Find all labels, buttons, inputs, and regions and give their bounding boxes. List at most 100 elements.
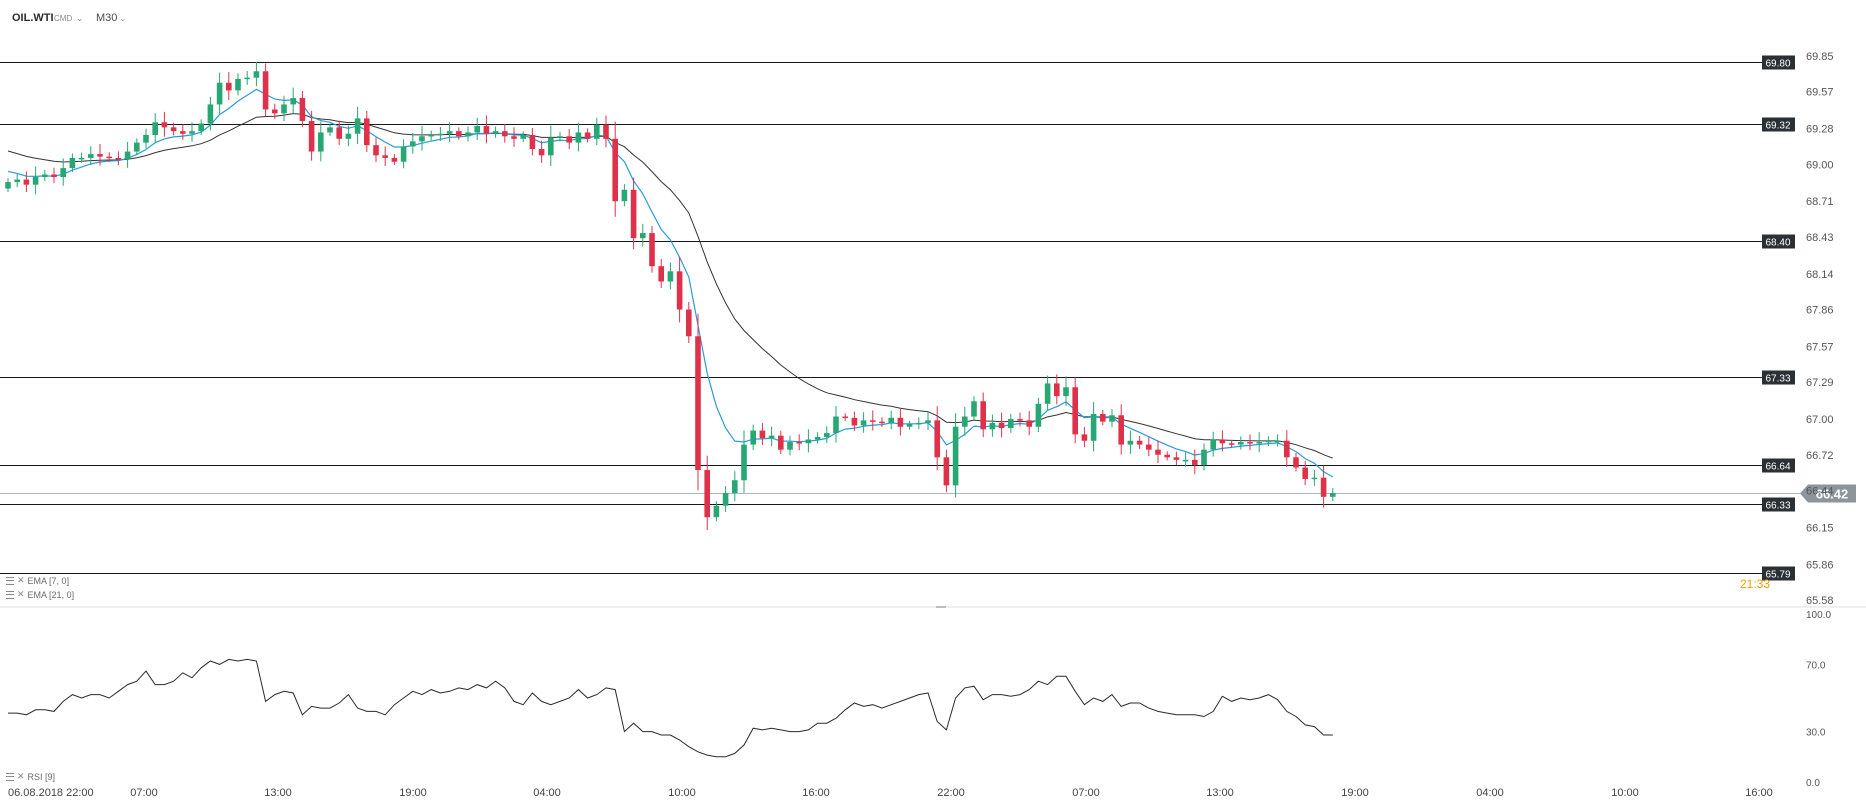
time-tick-label: 13:00 — [264, 787, 292, 799]
candle-body — [483, 126, 490, 134]
close-icon[interactable]: ✕ — [17, 589, 25, 599]
candle-body — [1201, 449, 1207, 465]
candle-body — [69, 157, 76, 169]
candle — [998, 412, 1005, 438]
candle — [566, 129, 572, 150]
candle — [584, 128, 591, 143]
candle — [980, 392, 986, 438]
candle-body — [354, 118, 361, 134]
level-tag — [1762, 458, 1795, 473]
candle-body — [971, 401, 977, 417]
candle-body — [1265, 440, 1272, 443]
candle — [1026, 410, 1032, 436]
candle-body — [989, 422, 996, 430]
candle — [860, 412, 867, 433]
symbol-label[interactable]: OIL.WTI — [12, 12, 54, 24]
close-icon[interactable]: ✕ — [17, 575, 25, 585]
candle-body — [1320, 477, 1327, 497]
candle-body — [189, 131, 195, 134]
candle — [198, 119, 204, 135]
candle — [888, 410, 894, 430]
market-label[interactable]: CMD — [54, 14, 73, 23]
time-axis: 06.08.2018 22:00 07:00 13:00 19:00 04:00 10:0… — [8, 787, 1773, 799]
candle-body — [934, 420, 940, 458]
rsi-line — [8, 658, 1333, 758]
candle-body — [1081, 434, 1088, 441]
candle-body — [345, 133, 352, 139]
candle-body — [207, 104, 214, 124]
time-tick-label: 16:00 — [1745, 787, 1773, 799]
candle — [649, 225, 655, 273]
candle-body — [778, 435, 784, 450]
candle — [1284, 430, 1290, 467]
candle — [1054, 374, 1060, 405]
close-icon[interactable]: ✕ — [17, 771, 25, 781]
candle — [759, 423, 766, 445]
candle-body — [732, 480, 738, 493]
candle-body — [336, 127, 342, 139]
candle — [281, 95, 287, 122]
candle-body — [42, 174, 48, 178]
candle — [354, 106, 361, 145]
indicator-ema7[interactable]: ✕ EMA [7, 0] — [6, 575, 69, 586]
candle-body — [897, 417, 904, 427]
time-tick-label: 07:00 — [130, 787, 158, 799]
indicator-rsi[interactable]: ✕ RSI [9] — [6, 771, 55, 782]
candle-body — [833, 416, 839, 434]
candle — [943, 449, 950, 493]
candle-body — [787, 442, 793, 450]
candle-body — [1302, 467, 1308, 479]
candle-body — [851, 417, 858, 426]
candle-body — [1182, 459, 1189, 462]
chevron-down-icon[interactable]: ⌄ — [119, 13, 127, 23]
candle-body — [198, 123, 204, 132]
candle — [658, 259, 664, 288]
candle-body — [888, 417, 894, 423]
candle — [612, 121, 618, 217]
rsi-tick-label: 30.0 — [1806, 728, 1826, 739]
price-tick-label: 69.28 — [1806, 124, 1834, 136]
candle-body — [115, 157, 122, 160]
candle — [1302, 460, 1308, 486]
indicator-rsi-label: RSI [9] — [27, 771, 56, 782]
candle — [971, 396, 977, 422]
price-tick-label: 68.14 — [1806, 269, 1834, 281]
candle — [1265, 436, 1272, 447]
candle-body — [244, 77, 250, 80]
candle-body — [5, 182, 11, 189]
indicator-ema21[interactable]: ✕ EMA [21, 0] — [6, 589, 74, 600]
candle-body — [1100, 413, 1106, 422]
time-tick-label: 22:00 — [937, 787, 965, 799]
candle — [14, 173, 20, 188]
candle — [925, 412, 931, 430]
candle-body — [235, 78, 241, 91]
candle-body — [134, 142, 140, 152]
chevron-down-icon[interactable]: ⌄ — [76, 13, 84, 23]
candle-body — [253, 71, 260, 78]
candle — [851, 411, 858, 432]
candle-body — [290, 98, 296, 105]
candle-body — [51, 174, 57, 178]
candle-body — [143, 134, 149, 143]
menu-icon[interactable] — [6, 576, 14, 585]
timeframe-label[interactable]: M30 — [96, 12, 118, 24]
candle — [1247, 434, 1253, 451]
candle — [1081, 427, 1088, 448]
candle — [115, 151, 122, 166]
candle — [336, 120, 342, 145]
candle — [952, 413, 959, 498]
candle-body — [676, 271, 683, 310]
candle — [419, 125, 425, 151]
menu-icon[interactable] — [6, 772, 14, 781]
candle — [465, 126, 471, 142]
candle — [1164, 451, 1170, 461]
level-tag-label: 67.33 — [1765, 374, 1790, 385]
candle — [502, 124, 508, 143]
menu-icon[interactable] — [6, 590, 14, 599]
candle-body — [768, 435, 775, 439]
candle — [879, 417, 885, 427]
level-tag-label: 68.40 — [1765, 238, 1790, 249]
rsi-tick-label: 0.0 — [1806, 778, 1820, 789]
candle — [1173, 451, 1180, 465]
